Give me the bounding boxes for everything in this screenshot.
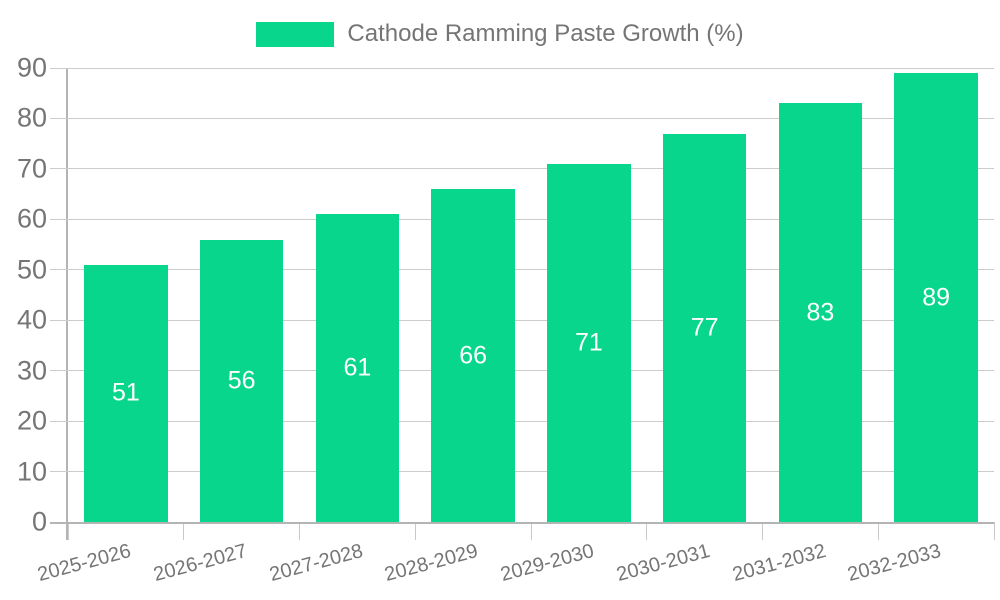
y-tick-label: 30 (16, 355, 47, 386)
y-tick-label: 70 (16, 153, 47, 184)
y-tick-label: 40 (16, 304, 47, 335)
bar-value-label: 83 (806, 298, 835, 327)
gridline (50, 67, 994, 69)
legend-swatch (256, 21, 335, 47)
y-tick-label: 10 (16, 456, 47, 487)
bar: 89 (894, 73, 978, 522)
gridline (50, 168, 994, 170)
gridline (50, 370, 994, 372)
legend-label: Cathode Ramming Paste Growth (%) (347, 20, 744, 47)
x-tick-mark (183, 522, 185, 540)
plot-area: 0 10 20 30 40 50 60 70 80 90 51 2025-2026 56 2026-202… (17, 53, 995, 586)
x-tick-mark (877, 522, 879, 540)
bar: 83 (778, 103, 863, 522)
x-tick-mark (67, 522, 69, 540)
gridline (50, 117, 994, 119)
gridline (50, 218, 994, 220)
bar: 66 (431, 189, 515, 522)
bar: 51 (84, 264, 168, 522)
bar: 71 (547, 163, 631, 522)
legend: Cathode Ramming Paste Growth (%) (0, 20, 1000, 48)
bar-value-label: 61 (343, 353, 372, 382)
x-tick-label: 2026-2027 (151, 540, 250, 587)
bar-value-label: 77 (690, 313, 719, 342)
gridline (50, 420, 994, 422)
y-tick-label: 50 (16, 254, 47, 285)
x-tick-label: 2025-2026 (35, 540, 134, 587)
gridline (50, 471, 994, 473)
x-tick-mark (414, 522, 416, 540)
x-axis-line (50, 522, 994, 524)
y-axis-line (66, 68, 68, 540)
y-tick-label: 80 (16, 102, 47, 133)
x-tick-label: 2028-2029 (382, 540, 481, 587)
bar-value-label: 89 (922, 283, 951, 312)
bar-value-label: 71 (574, 328, 603, 357)
x-tick-mark (646, 522, 648, 540)
x-tick-mark (762, 522, 763, 540)
y-tick-label: 0 (31, 506, 47, 537)
bar: 77 (662, 133, 747, 522)
gridline (50, 269, 994, 271)
gridline (50, 319, 994, 321)
x-tick-label: 2029-2030 (498, 540, 597, 587)
bar-value-label: 51 (111, 378, 140, 407)
bar-value-label: 56 (227, 366, 256, 395)
y-tick-label: 90 (16, 52, 47, 83)
y-tick-label: 60 (16, 203, 47, 234)
x-tick-label: 2030-2031 (614, 540, 713, 587)
x-tick-label: 2027-2028 (266, 540, 366, 587)
bar: 61 (315, 214, 400, 522)
x-tick-label: 2032-2033 (845, 540, 944, 587)
bar: 56 (199, 239, 284, 522)
bar-value-label: 66 (459, 341, 488, 370)
x-tick-mark (530, 522, 532, 540)
y-tick-label: 20 (16, 405, 47, 436)
x-tick-mark (993, 522, 995, 540)
x-tick-mark (299, 522, 300, 540)
x-tick-label: 2031-2032 (729, 540, 829, 587)
